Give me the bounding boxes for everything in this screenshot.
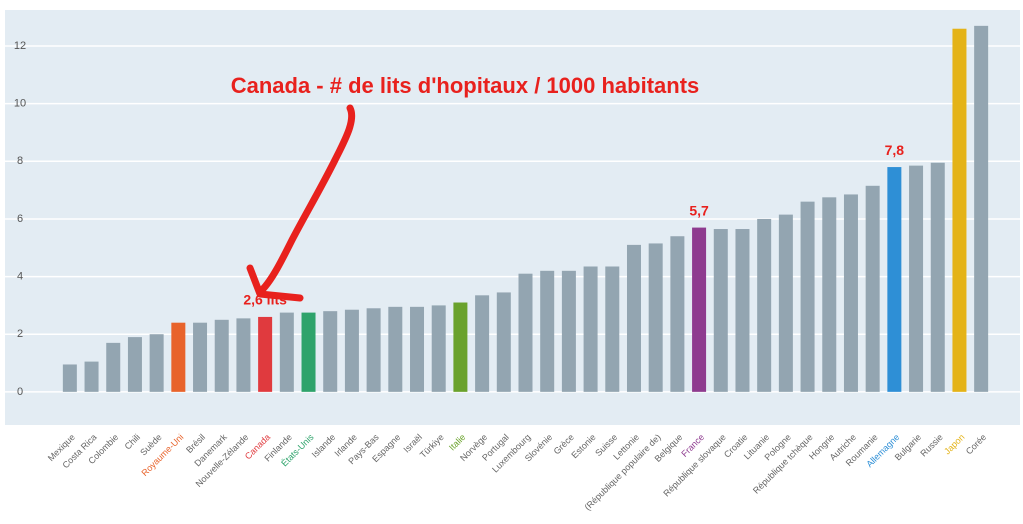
bar [475,295,489,392]
y-tick-label: 12 [14,40,26,52]
y-tick-label: 2 [17,328,23,340]
bar [757,219,771,392]
bar [584,266,598,391]
y-tick-label: 0 [17,386,23,398]
bar [128,337,142,392]
bar [909,166,923,392]
bar [193,323,207,392]
bar [85,362,99,392]
bar [931,163,945,392]
bar [670,236,684,392]
bar [453,303,467,392]
bar [432,305,446,391]
bar [887,167,901,392]
bar [388,307,402,392]
bar [822,197,836,392]
bar [410,307,424,392]
bar [844,194,858,391]
bar [171,323,185,392]
x-tick-label: Islande [310,432,338,460]
bar [519,274,533,392]
bar [280,313,294,392]
value-label: 5,7 [689,202,709,218]
bar [714,229,728,392]
bar [649,243,663,391]
y-tick-label: 6 [17,213,23,225]
bar [215,320,229,392]
x-tick-label: Türkiye [418,432,446,460]
x-tick-label: Japon [942,432,966,456]
bar [302,313,316,392]
bar [952,29,966,392]
bar [974,26,988,392]
bar [150,334,164,392]
bar [627,245,641,392]
bar [345,310,359,392]
y-tick-label: 4 [17,270,23,282]
bar [540,271,554,392]
bar [106,343,120,392]
x-tick-label: Corée [964,432,988,456]
chart-title: Canada - # de lits d'hopitaux / 1000 hab… [231,73,700,98]
y-tick-label: 10 [14,98,26,110]
bar [236,318,250,391]
bar [866,186,880,392]
x-tick-label: Russie [918,432,945,459]
value-label: 7,8 [885,142,905,158]
bar [735,229,749,392]
bar [497,292,511,391]
bar [562,271,576,392]
bar [323,311,337,392]
bar [63,364,77,391]
x-tick-label: Estonie [569,432,597,460]
bar [692,228,706,392]
bar [605,266,619,391]
chart: 024681012MexiqueCosta RicaColombieChiliS… [0,0,1023,524]
bar [801,202,815,392]
bar [258,317,272,392]
bar [367,308,381,392]
bar [779,215,793,392]
y-tick-label: 8 [17,155,23,167]
